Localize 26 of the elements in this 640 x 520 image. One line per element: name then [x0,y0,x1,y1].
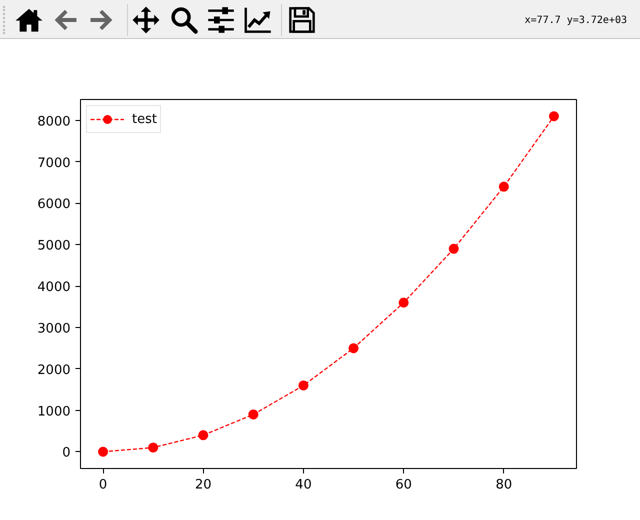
point [498,182,509,192]
point [398,298,409,308]
point [248,409,258,420]
x-tick-label: 60 [395,478,412,492]
x-tick-label: 40 [295,478,312,492]
y-tick-label: 2000 [37,362,71,378]
text: x=77.7 y=3.72e+03 [524,14,627,28]
x-tick-label: 20 [194,478,212,492]
y-tick-label: 6000 [37,197,71,212]
y-tick-label: 7000 [37,156,71,171]
x-tick-label: 80 [496,478,512,492]
y-tick-label: 8000 [37,114,71,130]
point [98,446,108,457]
y-tick-label: 3000 [37,321,71,336]
point [348,343,359,354]
x-tick-label: 0 [98,478,108,492]
point [148,442,158,453]
y-tick-label: 5000 [37,238,71,254]
point [198,430,208,440]
y-tick-label: 4000 [37,280,71,296]
point [548,111,559,122]
point [298,380,308,390]
point [448,244,459,254]
y-tick-label: 0 [62,446,71,461]
y-tick-label: 1000 [37,404,71,420]
legend-label: test [132,112,157,126]
